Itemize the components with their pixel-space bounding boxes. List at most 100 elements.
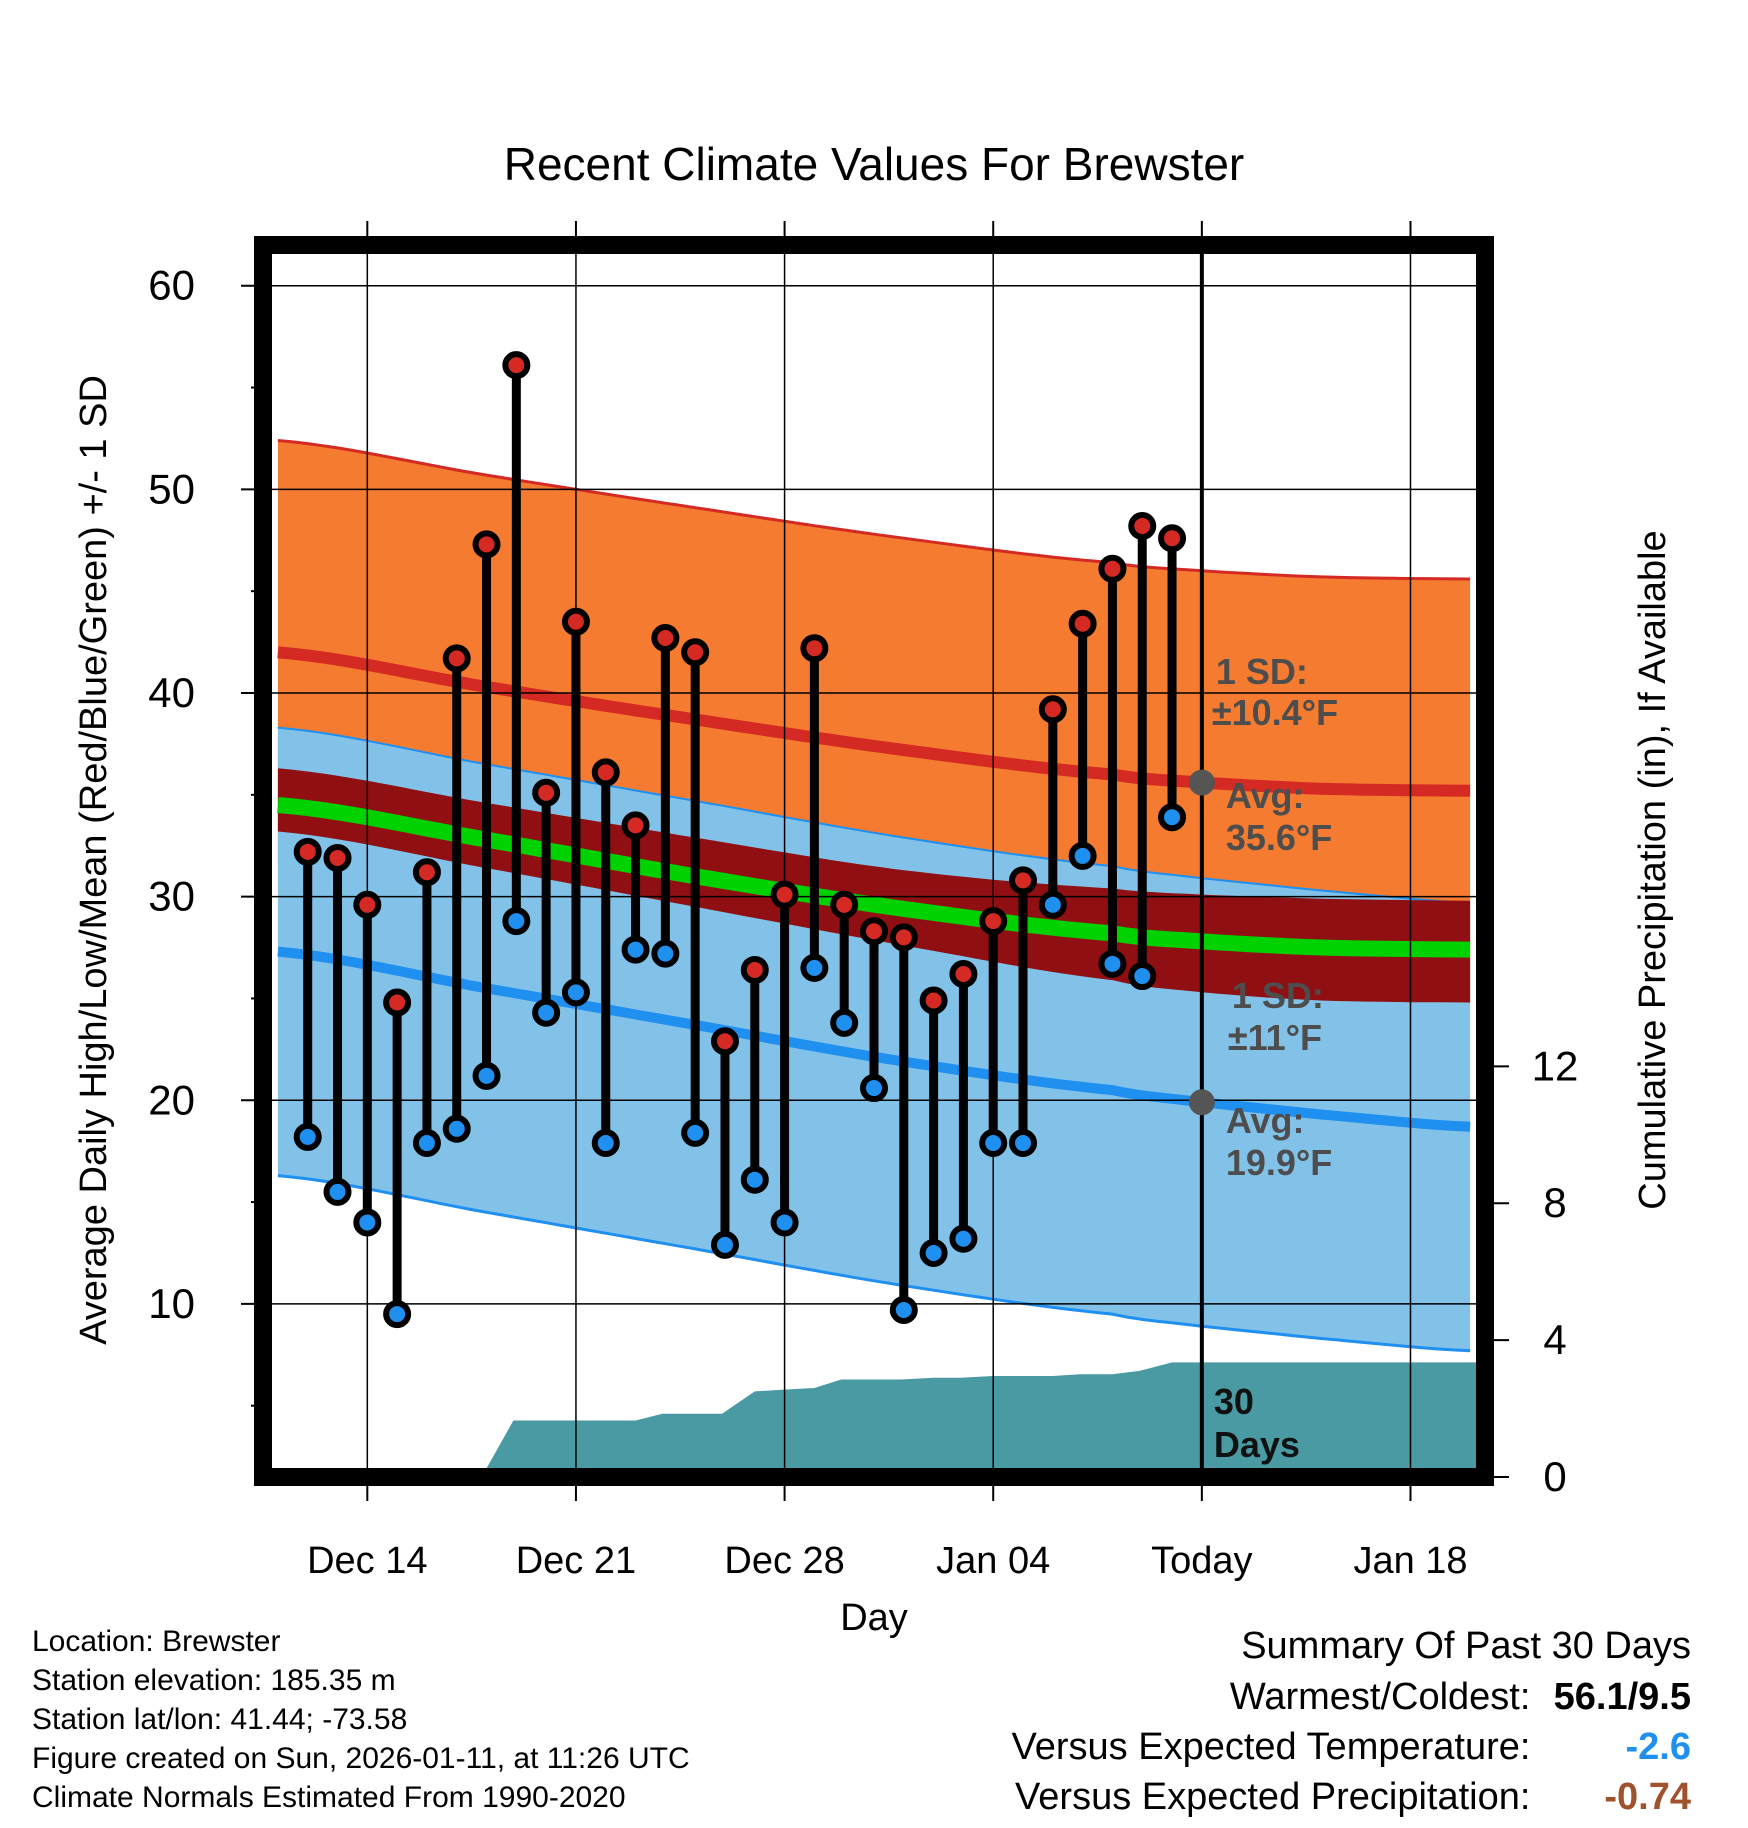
daily-low-point [591, 1129, 620, 1158]
daily-low-point [681, 1118, 710, 1147]
mean-line [277, 797, 1471, 958]
daily-high-point [1038, 695, 1067, 724]
y-right-tick-label: 8 [1543, 1179, 1566, 1226]
daily-low-point [830, 1008, 859, 1037]
summary-warmest-row: Warmest/Coldest: 56.1/9.5 [1012, 1672, 1691, 1722]
daily-low-point [1068, 841, 1097, 870]
low-lower-line [277, 1174, 1471, 1353]
y-axis-label: Average Daily High/Low/Mean (Red/Blue/Gr… [73, 375, 115, 1345]
y-tick-label: 20 [148, 1076, 195, 1123]
daily-high-point [1098, 554, 1127, 583]
high-avg-line [277, 646, 1471, 797]
daily-low-point [710, 1230, 739, 1259]
high-sd-value: ±10.4°F [1212, 692, 1338, 733]
daily-high-point [651, 624, 680, 653]
low-sd-label: 1 SD: [1232, 975, 1324, 1016]
daily-high-point [412, 858, 441, 887]
info-location: Location: Brewster [32, 1625, 281, 1658]
daily-low-point [561, 978, 590, 1007]
daily-low-point [651, 939, 680, 968]
y-tick-label: 30 [148, 873, 195, 920]
daily-high-point [1158, 524, 1187, 553]
daily-low-point [740, 1165, 769, 1194]
daily-high-point [383, 988, 412, 1017]
low-avg-label: Avg: [1226, 1100, 1305, 1141]
daily-high-point [889, 923, 918, 952]
axis-ticks [241, 221, 1509, 1501]
daily-high-point [770, 880, 799, 909]
y-tick-label: 10 [148, 1280, 195, 1327]
x-tick-label: Dec 14 [307, 1540, 427, 1582]
daily-high-point [919, 986, 948, 1015]
station-info: Location: Brewster Station elevation: 18… [32, 1622, 690, 1817]
y-tick-label: 50 [148, 465, 195, 512]
daily-high-point [681, 638, 710, 667]
precip-area [263, 1362, 1485, 1477]
daily-low-point [1128, 962, 1157, 991]
daily-low-point [919, 1239, 948, 1267]
low-upper-line [277, 726, 1471, 904]
daily-low-point [800, 953, 829, 982]
daily-high-point [323, 843, 352, 872]
daily-low-point [979, 1129, 1008, 1158]
chart-title: Recent Climate Values For Brewster [504, 138, 1245, 190]
y-tick-label: 60 [148, 262, 195, 309]
temp-label: Versus Expected Temperature: [1011, 1726, 1531, 1768]
low-sd-value: ±11°F [1228, 1017, 1322, 1058]
daily-high-point [860, 917, 888, 946]
daily-high-point [502, 351, 531, 380]
daily-low-point [1158, 803, 1187, 832]
daily-high-point [442, 644, 471, 673]
high-upper-line [277, 439, 1471, 581]
daily-high-point [1068, 609, 1097, 638]
daily-high-point [561, 607, 590, 636]
daily-high-point [1009, 866, 1038, 895]
daily-high-point [710, 1027, 739, 1056]
x-tick-label: Jan 04 [936, 1540, 1050, 1582]
high-avg-marker [1188, 769, 1215, 796]
daily-high-point [949, 960, 978, 989]
info-elevation: Station elevation: 185.35 m [32, 1664, 396, 1697]
daily-low-point [472, 1061, 501, 1090]
summary-precip-row: Versus Expected Precipitation: -0.74 [1012, 1772, 1691, 1822]
daily-low-point [1009, 1129, 1038, 1158]
daily-high-point [293, 837, 322, 866]
warmest-value: 56.1/9.5 [1553, 1676, 1691, 1718]
summary-temp-row: Versus Expected Temperature: -2.6 [1012, 1722, 1691, 1772]
daily-high-point [800, 634, 829, 663]
daily-low-point [949, 1224, 978, 1253]
daily-low-point [502, 907, 531, 936]
daily-low-point [383, 1300, 412, 1329]
y-right-tick-label: 12 [1532, 1042, 1579, 1089]
y-right-tick-label: 4 [1543, 1316, 1566, 1363]
info-created: Figure created on Sun, 2026-01-11, at 11… [32, 1742, 690, 1775]
temp-value: -2.6 [1625, 1726, 1691, 1768]
daily-high-point [621, 811, 650, 840]
summary-panel: Summary Of Past 30 Days Warmest/Coldest:… [1012, 1620, 1691, 1822]
plot-frame [254, 236, 1494, 1486]
daily-high-point [830, 890, 859, 919]
info-latlon: Station lat/lon: 41.44; -73.58 [32, 1703, 408, 1736]
daily-low-point [353, 1208, 382, 1237]
x-tick-label: Dec 28 [724, 1540, 844, 1582]
daily-low-point [412, 1129, 441, 1158]
info-normals: Climate Normals Estimated From 1990-2020 [32, 1781, 626, 1814]
x-tick-label: Jan 18 [1353, 1540, 1467, 1582]
daily-low-point [442, 1114, 471, 1143]
daily-low-point [621, 935, 650, 964]
daily-high-point [472, 530, 501, 559]
x-tick-label: Dec 21 [516, 1540, 636, 1582]
daily-low-point [770, 1208, 799, 1237]
precip-value: -0.74 [1604, 1776, 1691, 1818]
y-right-tick-label: 0 [1543, 1453, 1566, 1500]
daily-high-point [1128, 512, 1157, 541]
daily-low-point [532, 998, 561, 1027]
daily-low-point [323, 1177, 352, 1206]
days-count-number: 30 [1214, 1381, 1254, 1422]
low-avg-marker [1188, 1089, 1215, 1116]
daily-low-point [1038, 890, 1067, 919]
high-avg-label: Avg: [1226, 775, 1305, 816]
precip-label: Versus Expected Precipitation: [1015, 1776, 1531, 1818]
